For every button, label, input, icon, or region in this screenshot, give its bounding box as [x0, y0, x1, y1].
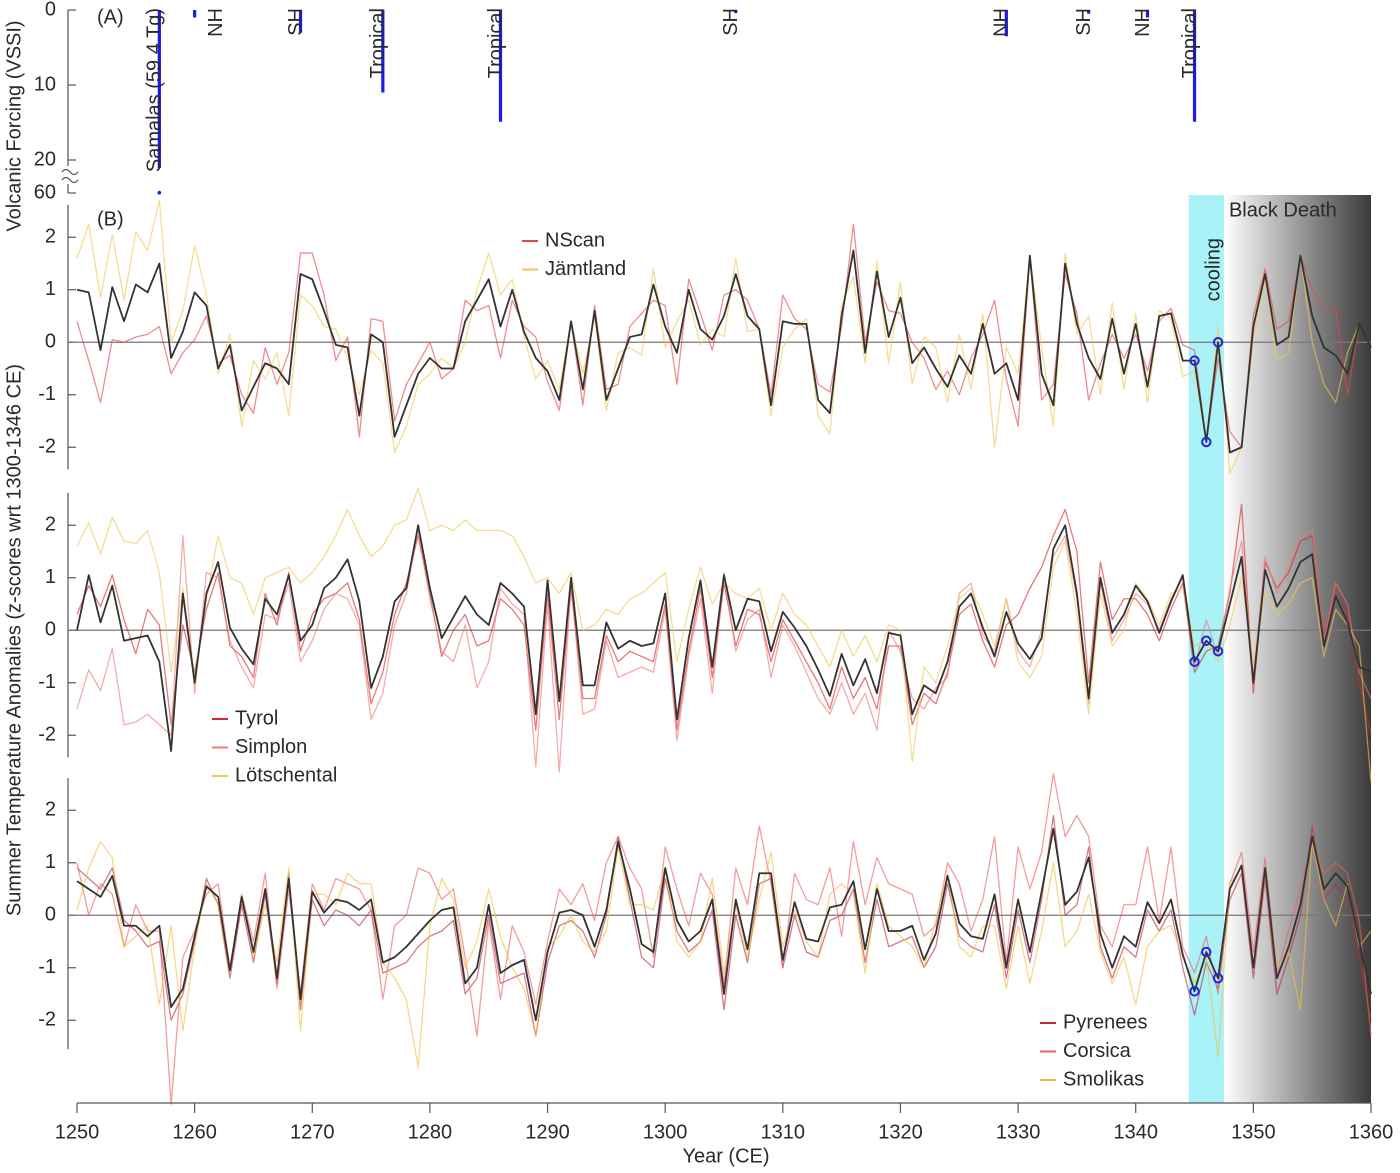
- y-tick-label: 20: [34, 148, 56, 170]
- y-tick-label: -1: [38, 956, 56, 978]
- period-label: cooling: [1203, 238, 1225, 301]
- x-tick-label: 1260: [172, 1121, 217, 1143]
- composite-line: [76, 827, 1372, 1022]
- y-tick-label: 10: [34, 73, 56, 95]
- x-tick-label: 1320: [878, 1121, 923, 1143]
- highlight-point: [1212, 646, 1224, 657]
- y-tick-label: -2: [38, 436, 56, 458]
- y-tick-label: -1: [38, 671, 56, 693]
- panel-label: (B): [97, 208, 124, 230]
- proxy-line: [76, 487, 1372, 783]
- x-axis-label: Year (CE): [682, 1145, 769, 1167]
- event-label: NH: [991, 8, 1013, 37]
- y-tick-label: 0: [45, 0, 56, 20]
- x-tick-label: 1330: [996, 1121, 1041, 1143]
- y-tick-label: 0: [45, 331, 56, 353]
- legend-label: Jämtland: [545, 258, 626, 280]
- y-tick-label: -2: [38, 724, 56, 746]
- x-tick-label: 1350: [1231, 1121, 1276, 1143]
- highlight-point: [1201, 635, 1212, 646]
- x-tick-label: 1270: [290, 1121, 335, 1143]
- legend-label: Smolikas: [1063, 1068, 1144, 1090]
- y-tick-label: 2: [45, 514, 56, 536]
- event-label: SH: [1073, 8, 1095, 36]
- y-tick-label: 0: [45, 904, 56, 926]
- event-label: Tropical: [485, 8, 507, 78]
- x-tick-label: 1340: [1113, 1121, 1158, 1143]
- y-tick-label: 60: [34, 181, 56, 203]
- y-tick-label: -1: [38, 383, 56, 405]
- y-tick-label: 1: [45, 851, 56, 873]
- legend-label: Corsica: [1063, 1040, 1132, 1062]
- event-label: NH: [1132, 8, 1154, 37]
- panel-label: (A): [97, 6, 124, 28]
- event-label: SH: [720, 8, 742, 36]
- event-label: Tropical: [367, 8, 389, 78]
- y-axis-label: Volcanic Forcing (VSSI): [3, 20, 25, 231]
- legend-label: NScan: [545, 229, 605, 251]
- y-axis-label: Summer Temperature Anomalies (z-scores w…: [3, 364, 25, 916]
- highlight-point: [1189, 355, 1200, 366]
- y-tick-label: 2: [45, 799, 56, 821]
- y-tick-label: 1: [45, 566, 56, 588]
- proxy-line: [76, 841, 1372, 1069]
- legend-label: Lötschental: [235, 764, 337, 786]
- x-tick-label: 1360: [1349, 1121, 1394, 1143]
- x-tick-label: 1250: [55, 1121, 100, 1143]
- legend-label: Tyrol: [235, 707, 278, 729]
- y-tick-label: 1: [45, 278, 56, 300]
- forcing-bar-tip: [157, 190, 162, 195]
- x-tick-label: 1310: [761, 1121, 806, 1143]
- highlight-point: [1212, 337, 1224, 348]
- composite-line: [76, 249, 1372, 454]
- y-tick-label: -2: [38, 1009, 56, 1031]
- x-tick-label: 1280: [408, 1121, 453, 1143]
- x-tick-label: 1290: [525, 1121, 570, 1143]
- y-tick-label: 2: [45, 226, 56, 248]
- y-tick-label: 0: [45, 619, 56, 641]
- composite-line: [76, 524, 1372, 752]
- event-label: SH: [285, 8, 307, 36]
- highlight-point: [1201, 946, 1212, 958]
- event-label: Samalas (59.4 Tg): [144, 8, 166, 172]
- axis-break: [61, 168, 79, 184]
- event-label: NH: [205, 8, 227, 37]
- highlight-point: [1201, 436, 1212, 448]
- legend-label: Pyrenees: [1063, 1011, 1148, 1033]
- highlight-point: [1189, 656, 1200, 667]
- period-label: Black Death: [1229, 199, 1337, 221]
- x-tick-label: 1300: [643, 1121, 688, 1143]
- event-label: Tropical: [1179, 8, 1201, 78]
- shaded-period: [1223, 195, 1371, 1103]
- highlight-point: [1212, 973, 1224, 984]
- proxy-line: [76, 503, 1372, 736]
- highlight-point: [1189, 986, 1200, 997]
- legend-label: Simplon: [235, 736, 307, 758]
